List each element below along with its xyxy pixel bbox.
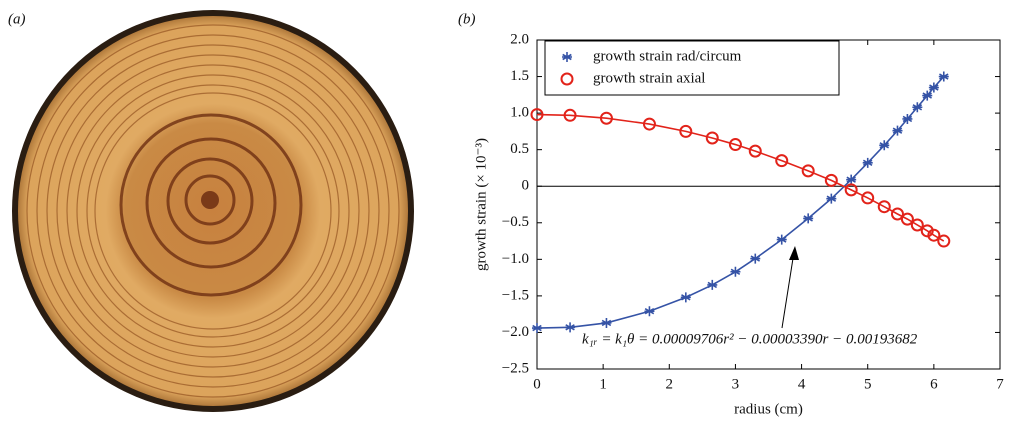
figure: (a) (b) 0 1 2 3 4 5 6 7 −2.5 −2.0 −1.5 −1.0 −0.5 0 0.5… (0, 0, 1016, 427)
y-tick-label: 0 (522, 178, 530, 194)
y-tick-label: 1.0 (510, 105, 529, 121)
data-point (681, 292, 691, 302)
x-tick-label: 5 (864, 376, 872, 392)
x-tick-label: 3 (732, 376, 740, 392)
data-point (750, 254, 760, 264)
data-point (730, 267, 740, 277)
x-tick-label: 0 (533, 376, 541, 392)
panel-label: (a) (8, 11, 26, 27)
panel-label: (b) (458, 11, 476, 27)
data-point (644, 306, 654, 316)
tree-cross-section (12, 10, 414, 412)
y-tick-label: −2.5 (502, 360, 529, 376)
data-point (601, 318, 611, 328)
legend-label: growth strain rad/circum (593, 48, 742, 64)
y-tick-label: −0.5 (502, 214, 529, 230)
x-tick-label: 7 (996, 376, 1004, 392)
annotation-arrow (782, 252, 794, 328)
x-tick-label: 1 (599, 376, 607, 392)
data-point (707, 280, 717, 290)
x-axis-label: radius (cm) (734, 401, 803, 417)
y-tick-label: −1.0 (502, 251, 529, 267)
y-tick-label: −2.0 (502, 324, 529, 340)
series-line (537, 115, 944, 241)
x-tick-label: 2 (666, 376, 674, 392)
data-point (532, 323, 542, 333)
legend-label: growth strain axial (593, 70, 705, 86)
y-tick-label: −1.5 (502, 287, 529, 303)
x-tick-label: 6 (930, 376, 938, 392)
y-tick-label: 1.5 (510, 68, 529, 84)
y-axis-label: growth strain (× 10⁻³) (473, 138, 489, 271)
y-tick-label: 2.0 (510, 31, 529, 47)
y-tick-label: 0.5 (510, 141, 529, 157)
arrow-head (789, 246, 799, 260)
x-tick-label: 4 (798, 376, 806, 392)
annotation: k₁ᵣ = k₁θ = 0.00009706r² − 0.00003390r −… (582, 331, 918, 347)
data-point (565, 322, 575, 332)
